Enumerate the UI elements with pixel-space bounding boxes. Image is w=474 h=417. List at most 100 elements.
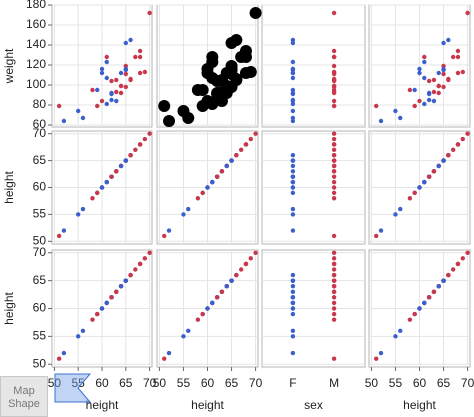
point: [90, 196, 95, 201]
point: [290, 115, 296, 121]
x-tick-label: F: [289, 376, 296, 390]
point: [460, 69, 465, 75]
point: [450, 267, 456, 272]
point: [118, 83, 124, 89]
point: [374, 356, 379, 361]
point: [331, 278, 337, 283]
point: [417, 70, 422, 76]
point: [142, 69, 148, 75]
point: [290, 228, 296, 233]
point: [90, 317, 95, 322]
x-tick-label: 65: [119, 376, 133, 390]
point: [186, 328, 191, 333]
point: [417, 66, 422, 72]
point: [61, 118, 67, 124]
point: [128, 37, 133, 43]
point: [200, 311, 205, 317]
point: [378, 228, 384, 233]
point: [225, 63, 238, 75]
point: [206, 51, 219, 63]
point: [290, 334, 296, 339]
y-axis-title: height: [2, 170, 16, 203]
point: [137, 70, 143, 76]
point: [331, 233, 337, 239]
point: [219, 289, 225, 294]
point: [446, 272, 451, 278]
point: [331, 295, 337, 300]
point: [200, 190, 205, 196]
point: [118, 90, 124, 96]
point: [224, 284, 229, 289]
point: [331, 306, 337, 311]
x-tick-label: 65: [437, 376, 451, 390]
point: [238, 267, 244, 272]
point: [331, 63, 337, 69]
point: [455, 70, 461, 76]
point: [290, 174, 296, 179]
y-tick-label: 60: [33, 180, 47, 194]
point: [253, 250, 258, 255]
point: [61, 350, 67, 356]
point: [331, 267, 337, 272]
point: [90, 87, 95, 93]
point: [290, 295, 296, 300]
point: [331, 250, 337, 255]
point: [195, 317, 201, 322]
point: [436, 284, 441, 289]
point: [109, 174, 114, 179]
point: [455, 261, 461, 267]
point: [290, 212, 296, 217]
point: [238, 147, 244, 153]
map-shape-button[interactable]: Map Shape: [0, 376, 48, 417]
point: [331, 136, 337, 142]
point: [99, 66, 105, 72]
point: [211, 87, 224, 99]
point: [99, 70, 105, 76]
point: [465, 250, 470, 255]
point: [290, 169, 296, 174]
point: [109, 90, 114, 96]
point: [80, 328, 86, 333]
point: [290, 278, 296, 283]
point: [224, 163, 229, 169]
point: [465, 131, 470, 136]
point: [417, 306, 422, 311]
y-tick-label: 140: [26, 37, 46, 51]
point: [128, 272, 133, 278]
point: [75, 212, 81, 217]
point: [181, 334, 186, 339]
point: [450, 147, 456, 153]
y-tick-label: 60: [33, 301, 47, 315]
point: [210, 179, 215, 185]
point: [441, 278, 446, 283]
point: [331, 83, 337, 89]
point: [210, 300, 215, 306]
point: [422, 179, 427, 185]
point: [331, 174, 337, 179]
point: [123, 40, 129, 46]
point: [109, 295, 114, 300]
y-tick-label: 60: [33, 117, 47, 131]
point: [290, 97, 296, 103]
x-tick-label: 60: [201, 376, 215, 390]
x-tick-label: 55: [72, 376, 86, 390]
y-axis-title: height: [2, 291, 16, 324]
point: [61, 228, 67, 233]
point: [230, 73, 243, 85]
x-tick-label: 60: [413, 376, 427, 390]
point: [446, 153, 451, 158]
point: [331, 131, 337, 136]
point: [331, 54, 337, 60]
point: [331, 169, 337, 174]
point: [147, 10, 152, 16]
point: [422, 54, 427, 60]
point: [137, 142, 143, 147]
point: [182, 112, 195, 124]
point: [331, 356, 337, 361]
point: [290, 284, 296, 289]
point: [253, 131, 258, 136]
panel: [261, 4, 366, 128]
point: [225, 37, 238, 49]
point: [95, 103, 100, 109]
point: [436, 163, 441, 169]
